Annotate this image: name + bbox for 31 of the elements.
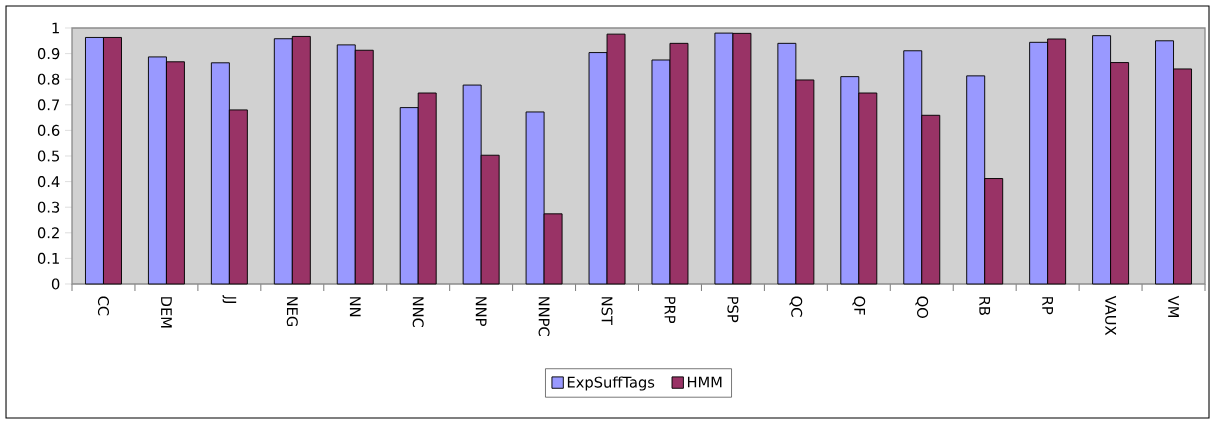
- x-tick-label: CC: [97, 296, 110, 316]
- y-tick-label: 0.9: [37, 48, 60, 60]
- y-tick-label: 0.4: [37, 176, 60, 188]
- y-tick-label: 0.3: [37, 201, 60, 213]
- x-tick-label: NNPC: [538, 297, 550, 336]
- legend-label: HMM: [687, 376, 722, 388]
- y-tick-label: 0.2: [37, 227, 59, 239]
- x-tick-label: PRP: [664, 297, 676, 324]
- x-tick-label: NNC: [412, 297, 424, 328]
- y-tick-label: 0.7: [37, 99, 60, 111]
- y-tick-label: 0.1: [37, 252, 59, 264]
- x-tick-label: JJ: [222, 294, 237, 303]
- legend-label: ExpSuffTags: [567, 376, 655, 391]
- x-tick-label: RB: [979, 297, 991, 315]
- y-tick-label: 1: [52, 22, 59, 34]
- x-tick-label: VAUX: [1105, 295, 1117, 336]
- x-tick-label: QO: [915, 296, 929, 318]
- x-tick-label: QC: [789, 296, 803, 317]
- y-tick-label: 0: [51, 278, 60, 290]
- x-tick-label: RP: [1042, 297, 1053, 315]
- x-tick-label: NN: [349, 297, 361, 317]
- x-tick-label: QF: [852, 296, 866, 315]
- x-tick-label: NEG: [286, 297, 298, 327]
- x-tick-label: VM: [1168, 295, 1179, 317]
- x-tick-label: NNP: [475, 297, 487, 326]
- y-tick-label: 0.6: [37, 124, 60, 136]
- x-tick-label: PSP: [727, 297, 739, 323]
- x-tick-label: DEM: [161, 297, 172, 328]
- x-tick-label: NST: [601, 297, 613, 325]
- y-tick-label: 0.8: [37, 73, 60, 85]
- y-tick-label: 0.5: [37, 150, 60, 162]
